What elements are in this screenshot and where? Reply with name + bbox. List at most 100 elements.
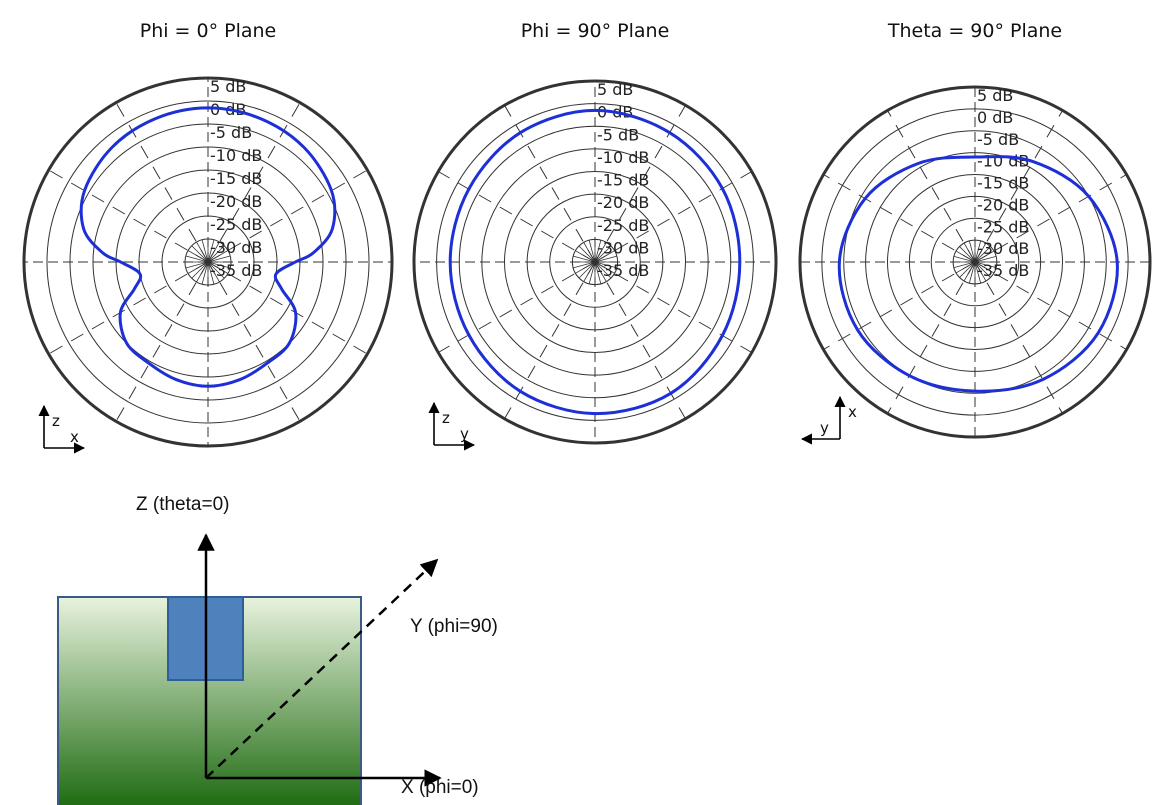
polar-grid	[412, 79, 778, 445]
grid-spoke-inner	[594, 261, 617, 269]
pattern-trace	[448, 108, 742, 416]
tick-label: -25 dB	[597, 216, 649, 235]
tick-label: -20 dB	[210, 192, 262, 211]
grid-spoke-inner	[959, 261, 976, 278]
tick-label: -5 dB	[977, 130, 1019, 149]
grid-spoke	[594, 261, 753, 353]
tick-label: -25 dB	[210, 215, 262, 234]
grid-spoke-inner	[974, 242, 987, 263]
tick-label: -15 dB	[210, 169, 262, 188]
polar-grid	[798, 85, 1152, 439]
tick-label: -20 dB	[977, 195, 1029, 214]
tick-label: -30 dB	[210, 238, 262, 257]
chart-title: Phi = 90° Plane	[521, 20, 670, 42]
tick-label: 0 dB	[977, 108, 1013, 127]
tick-label: -30 dB	[977, 239, 1029, 258]
grid-spoke-inner	[207, 250, 229, 263]
vertical-axis-label: z	[52, 412, 60, 430]
chart-title: Phi = 0° Plane	[140, 20, 277, 42]
tick-label: 5 dB	[210, 77, 246, 96]
grid-spoke	[823, 261, 976, 350]
chart-title: Theta = 90° Plane	[887, 20, 1062, 42]
tick-label: -5 dB	[210, 123, 252, 142]
tick-label: -35 dB	[977, 261, 1029, 280]
grid-spoke-inner	[207, 241, 220, 263]
grid-spoke-inner	[207, 261, 220, 283]
grid-ring	[887, 174, 1063, 350]
grid-spoke-inner	[963, 261, 976, 282]
tick-label: -35 dB	[210, 261, 262, 280]
tick-label: -15 dB	[597, 171, 649, 190]
grid-spoke-inner	[207, 261, 231, 269]
grid-spoke-inner	[196, 241, 209, 263]
coordinate-diagram: Z (theta=0) Y (phi=90) X (phi=0)	[57, 494, 498, 805]
horizontal-axis-label: y	[820, 419, 829, 437]
grid-spoke-inner	[974, 240, 982, 263]
tick-label: -35 dB	[597, 261, 649, 280]
grid-spoke-inner	[974, 255, 997, 263]
grid-spoke	[207, 102, 301, 263]
horizontal-axis-label: x	[70, 428, 79, 446]
grid-spoke-inner	[207, 255, 231, 263]
grid-spoke-inner	[968, 240, 976, 263]
grid-spoke-inner	[953, 261, 976, 269]
grid-spoke-inner	[594, 250, 615, 263]
grid-spoke	[207, 261, 301, 422]
grid-spoke-inner	[594, 261, 602, 284]
radial-tick-labels: 5 dB0 dB-5 dB-10 dB-15 dB-20 dB-25 dB-30…	[977, 86, 1029, 280]
grid-spoke	[594, 171, 753, 263]
grid-spoke-inner	[578, 261, 596, 279]
polar-chart-phi-0: Phi = 0° Plane 5 dB0 dB-5 dB-10 dB-15 dB…	[22, 20, 394, 454]
grid-spoke-inner	[953, 255, 976, 263]
grid-spoke	[823, 174, 976, 263]
grid-spoke-inner	[588, 240, 596, 263]
axis-indicator: zy	[428, 401, 476, 451]
grid-spoke	[974, 261, 1063, 414]
grid-spoke-inner	[207, 261, 215, 285]
grid-spoke	[887, 261, 976, 414]
tick-label: 5 dB	[977, 86, 1013, 105]
grid-spoke-inner	[968, 261, 976, 284]
horizontal-axis-label: y	[460, 425, 469, 443]
grid-spoke	[207, 261, 368, 355]
grid-spoke-inner	[963, 242, 976, 263]
grid-spoke	[504, 104, 596, 263]
radial-tick-labels: 5 dB0 dB-5 dB-10 dB-15 dB-20 dB-25 dB-30…	[597, 80, 649, 280]
grid-spoke	[437, 261, 596, 353]
grid-spoke-inner	[191, 245, 209, 263]
grid-spoke-inner	[578, 245, 596, 263]
grid-spoke-inner	[974, 261, 991, 278]
grid-spoke-inner	[974, 261, 997, 269]
grid-spoke	[115, 102, 209, 263]
grid-spoke	[974, 110, 1063, 263]
grid-spoke-inner	[201, 239, 209, 263]
grid-spoke	[504, 261, 596, 420]
grid-spoke-inner	[594, 261, 612, 279]
tick-label: -10 dB	[210, 146, 262, 165]
grid-spoke-inner	[594, 261, 615, 274]
grid-spoke-inner	[185, 255, 209, 263]
z-axis-label: Z (theta=0)	[136, 494, 229, 515]
grid-spoke-inner	[974, 261, 987, 282]
grid-spoke-inner	[974, 246, 991, 263]
polar-chart-theta-90: Theta = 90° Plane 5 dB 0 dB -5 dB -10 dB -15…	[798, 20, 1152, 445]
grid-spoke	[207, 169, 368, 263]
grid-spoke-inner	[207, 261, 229, 274]
grid-spoke-inner	[583, 242, 596, 263]
grid-spoke-inner	[955, 250, 976, 263]
grid-spoke	[48, 261, 209, 355]
grid-spoke-inner	[201, 261, 209, 285]
grid-spoke-inner	[187, 250, 209, 263]
grid-spoke-inner	[594, 242, 607, 263]
grid-spoke-inner	[575, 261, 596, 274]
grid-spoke-inner	[573, 255, 596, 263]
tick-label: -30 dB	[597, 238, 649, 257]
vertical-axis-label: x	[848, 403, 857, 421]
grid-spoke	[115, 261, 209, 422]
grid-spoke-inner	[974, 250, 995, 263]
grid-spoke-inner	[594, 261, 607, 282]
tick-label: -25 dB	[977, 217, 1029, 236]
grid-spoke-inner	[187, 261, 209, 274]
grid-spoke-inner	[959, 246, 976, 263]
